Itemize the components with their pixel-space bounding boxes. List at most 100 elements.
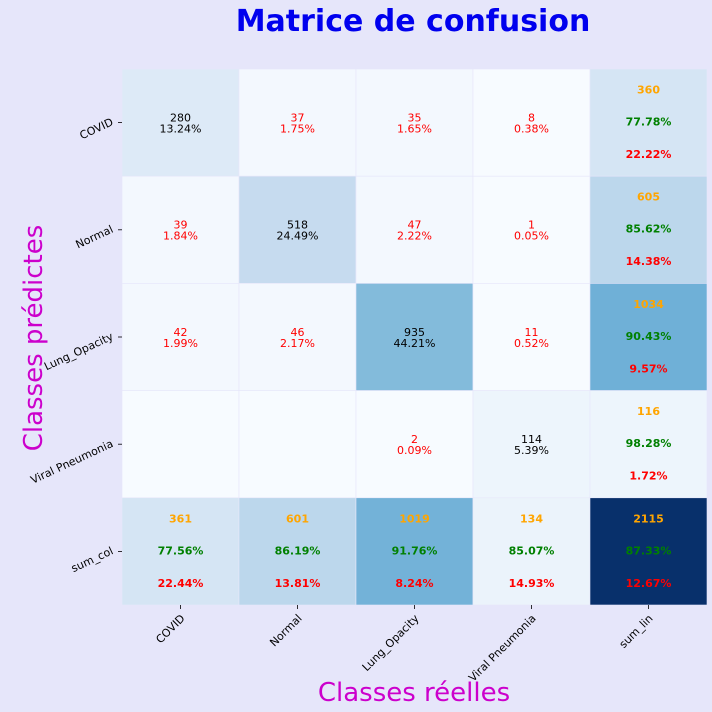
heatmap-cell: 605 85.62% 14.38% bbox=[589, 175, 708, 284]
cell-count: 37 bbox=[291, 112, 305, 125]
cell-percent: 1.99% bbox=[163, 337, 198, 350]
y-tick-label: Lung_Opacity bbox=[42, 330, 116, 374]
cell-total: 2115 bbox=[633, 512, 664, 525]
heatmap-cell: 361 77.56% 22.44% bbox=[121, 497, 240, 606]
cell-percent: 24.49% bbox=[277, 230, 319, 243]
cell-correct-rate: 85.62% bbox=[626, 223, 672, 236]
cell-background bbox=[238, 390, 357, 499]
x-tick-label: Lung_Opacity bbox=[360, 612, 422, 674]
cell-count: 11 bbox=[525, 326, 539, 339]
cell-background bbox=[238, 175, 357, 284]
cell-percent: 2.17% bbox=[280, 337, 315, 350]
y-tick-label: COVID bbox=[78, 116, 116, 143]
heatmap-cell: 601 86.19% 13.81% bbox=[238, 497, 357, 606]
cell-error-rate: 9.57% bbox=[629, 362, 667, 375]
cell-percent: 0.52% bbox=[514, 337, 549, 350]
cell-error-rate: 8.24% bbox=[395, 577, 433, 590]
cell-background bbox=[121, 390, 240, 499]
cell-background bbox=[355, 390, 474, 499]
cell-percent: 0.38% bbox=[514, 123, 549, 136]
heatmap-cell: 2115 87.33% 12.67% bbox=[589, 497, 708, 606]
heatmap-cell: 360 77.78% 22.22% bbox=[589, 68, 708, 177]
cell-error-rate: 22.22% bbox=[626, 148, 672, 161]
cell-background bbox=[238, 283, 357, 391]
cell-error-rate: 1.72% bbox=[629, 470, 667, 483]
cell-percent: 0.09% bbox=[397, 444, 432, 457]
heatmap-cell: 371.75% bbox=[238, 68, 357, 177]
x-axis-ticks: COVID Normal Lung_Opacity Viral Pneumonia su… bbox=[153, 605, 656, 685]
heatmap-cell: 134 85.07% 14.93% bbox=[472, 497, 591, 606]
cell-count: 2 bbox=[411, 433, 418, 446]
cell-background bbox=[355, 497, 474, 606]
cell-percent: 1.75% bbox=[280, 123, 315, 136]
cell-percent: 2.22% bbox=[397, 230, 432, 243]
heatmap-cell bbox=[121, 390, 240, 499]
cell-count: 42 bbox=[174, 326, 188, 339]
heatmap-cell: 10.05% bbox=[472, 175, 591, 284]
cell-count: 280 bbox=[170, 112, 191, 125]
cell-background bbox=[472, 497, 591, 606]
heatmap-cell: 1034 90.43% 9.57% bbox=[589, 283, 708, 391]
cell-background bbox=[589, 68, 708, 177]
heatmap-cell: 462.17% bbox=[238, 283, 357, 391]
x-tick-label: sum_lin bbox=[617, 612, 656, 651]
heatmap-cell: 421.99% bbox=[121, 283, 240, 391]
heatmap-cell: 80.38% bbox=[472, 68, 591, 177]
cell-background bbox=[472, 283, 591, 391]
cell-background bbox=[121, 68, 240, 177]
cell-count: 8 bbox=[528, 112, 535, 125]
heatmap-cell: 110.52% bbox=[472, 283, 591, 391]
cell-error-rate: 22.44% bbox=[158, 577, 204, 590]
cell-total: 361 bbox=[169, 512, 192, 525]
cell-background bbox=[589, 497, 708, 606]
cell-percent: 44.21% bbox=[394, 337, 436, 350]
cell-correct-rate: 77.56% bbox=[158, 544, 204, 557]
cell-percent: 0.05% bbox=[514, 230, 549, 243]
cell-correct-rate: 90.43% bbox=[626, 330, 672, 343]
cell-total: 601 bbox=[286, 512, 309, 525]
cell-total: 1019 bbox=[399, 512, 430, 525]
cell-percent: 5.39% bbox=[514, 444, 549, 457]
x-tick-label: COVID bbox=[153, 612, 187, 646]
cell-percent: 1.84% bbox=[163, 230, 198, 243]
cell-total: 605 bbox=[637, 191, 660, 204]
x-tick-label: Viral Pneumonia bbox=[466, 612, 539, 685]
heatmap-cell: 116 98.28% 1.72% bbox=[589, 390, 708, 499]
cell-background bbox=[589, 175, 708, 284]
x-axis-label: Classes réelles bbox=[318, 678, 510, 708]
cell-error-rate: 13.81% bbox=[275, 577, 321, 590]
cell-error-rate: 12.67% bbox=[626, 577, 672, 590]
cell-background bbox=[472, 68, 591, 177]
heatmap-cell: 391.84% bbox=[121, 175, 240, 284]
cell-total: 134 bbox=[520, 512, 543, 525]
cell-percent: 13.24% bbox=[160, 123, 202, 136]
cell-count: 39 bbox=[174, 219, 188, 232]
cell-background bbox=[589, 283, 708, 391]
cell-background bbox=[355, 175, 474, 284]
y-tick-label: Normal bbox=[74, 223, 116, 252]
cell-error-rate: 14.93% bbox=[509, 577, 555, 590]
cell-background bbox=[472, 390, 591, 499]
heatmap-cell: 351.65% bbox=[355, 68, 474, 177]
cell-count: 35 bbox=[408, 112, 422, 125]
cell-correct-rate: 98.28% bbox=[626, 437, 672, 450]
x-tick-label: Normal bbox=[267, 612, 304, 649]
cell-background bbox=[589, 390, 708, 499]
cell-background bbox=[121, 497, 240, 606]
heatmap-cell: 1019 91.76% 8.24% bbox=[355, 497, 474, 606]
cell-total: 360 bbox=[637, 84, 660, 97]
heatmap-cells: 28013.24%371.75%351.65%80.38%36077.78%22… bbox=[121, 68, 708, 606]
cell-count: 46 bbox=[291, 326, 305, 339]
cell-count: 1 bbox=[528, 219, 535, 232]
heatmap-cell: 20.09% bbox=[355, 390, 474, 499]
y-tick-label: sum_col bbox=[69, 544, 115, 575]
cell-correct-rate: 91.76% bbox=[392, 544, 438, 557]
cell-correct-rate: 77.78% bbox=[626, 116, 672, 129]
chart-title: Matrice de confusion bbox=[236, 4, 591, 39]
cell-background bbox=[238, 68, 357, 177]
cell-background bbox=[472, 175, 591, 284]
cell-count: 935 bbox=[404, 326, 425, 339]
